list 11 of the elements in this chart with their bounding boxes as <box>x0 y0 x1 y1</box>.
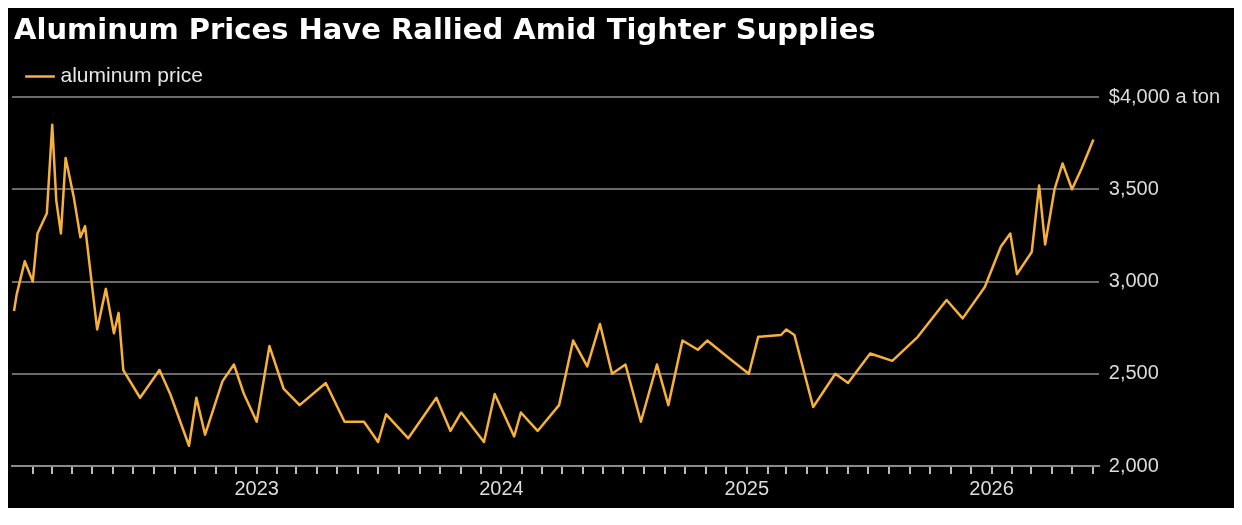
x-tick-label: 2024 <box>479 476 524 499</box>
legend-label: aluminum price <box>60 63 203 87</box>
y-tick-label: $4,000 a ton <box>1108 84 1221 107</box>
x-tick-label: 2026 <box>969 476 1014 499</box>
x-tick-label: 2023 <box>234 476 279 499</box>
y-tick-label: 3,500 <box>1108 176 1159 199</box>
y-tick-label: 3,000 <box>1108 269 1159 292</box>
y-tick-label: 2,500 <box>1108 361 1159 384</box>
chart-title: Aluminum Prices Have Rallied Amid Tighter Supplies <box>13 11 877 48</box>
y-tick-label: 2,000 <box>1108 453 1159 476</box>
x-tick-label: 2025 <box>724 476 770 499</box>
